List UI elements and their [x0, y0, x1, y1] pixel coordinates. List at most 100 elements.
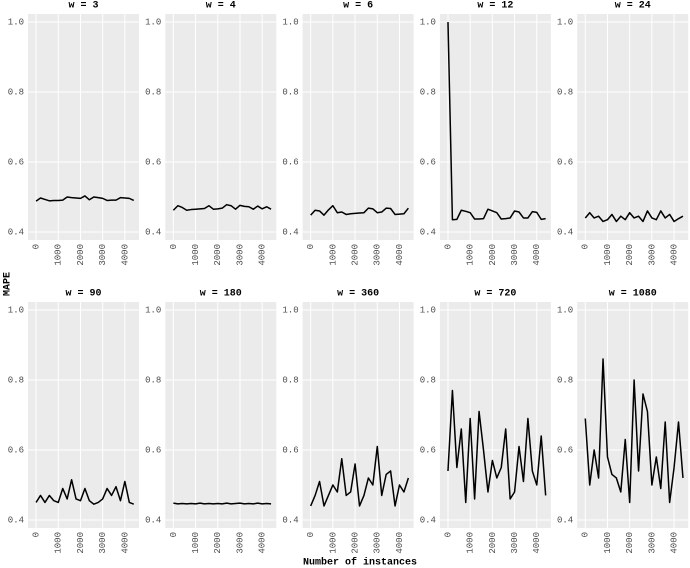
x-tick-label: 0 — [306, 244, 316, 249]
y-tick-label: 0.8 — [145, 375, 161, 385]
panel-background — [439, 14, 551, 240]
line — [173, 502, 272, 505]
x-tick-label: 0 — [169, 244, 179, 249]
x-tick-label: 2000 — [350, 532, 360, 554]
x-tick-label: 1000 — [603, 532, 613, 554]
y-tick-label: 0.6 — [145, 157, 161, 167]
y-tick-label: 0.6 — [8, 157, 24, 167]
panel-title: w = 720 — [474, 289, 516, 300]
y-tick-label: 1.0 — [420, 305, 436, 315]
x-axis-label: Number of instances — [303, 557, 417, 568]
y-tick-label: 0.6 — [420, 445, 436, 455]
x-tick-label: 2000 — [213, 532, 223, 554]
x-tick-label: 1000 — [466, 532, 476, 554]
x-tick-label: 4000 — [532, 532, 542, 554]
x-tick-label: 1000 — [603, 244, 613, 266]
x-tick-label: 4000 — [258, 244, 268, 266]
x-tick-label: 0 — [581, 244, 591, 249]
y-tick-label: 0.8 — [420, 375, 436, 385]
x-tick-label: 0 — [169, 532, 179, 537]
x-tick-label: 0 — [443, 244, 453, 249]
line — [310, 204, 409, 216]
panel-background — [302, 14, 414, 240]
x-tick-label: 2000 — [213, 244, 223, 266]
line — [584, 358, 684, 504]
x-tick-label: 1000 — [54, 244, 64, 266]
x-tick-label: 4000 — [395, 244, 405, 266]
y-tick-label: 0.4 — [420, 515, 436, 525]
y-tick-label: 0.6 — [420, 157, 436, 167]
panel-title: w = 12 — [477, 1, 513, 12]
y-tick-label: 0.8 — [8, 87, 24, 97]
y-tick-label: 0.8 — [282, 87, 298, 97]
panel-title: w = 6 — [343, 1, 373, 12]
panel-title: w = 24 — [615, 1, 651, 12]
panel-background — [577, 14, 689, 240]
x-tick-label: 0 — [306, 532, 316, 537]
y-axis-label: MAPE — [3, 272, 14, 296]
x-tick-label: 3000 — [98, 532, 108, 554]
y-tick-label: 0.8 — [145, 87, 161, 97]
x-tick-label: 4000 — [669, 244, 679, 266]
x-tick-label: 0 — [31, 532, 41, 537]
x-tick-label: 3000 — [235, 532, 245, 554]
x-tick-label: 1000 — [191, 244, 201, 266]
x-tick-label: 1000 — [54, 532, 64, 554]
y-tick-label: 0.4 — [420, 227, 436, 237]
y-tick-label: 0.8 — [420, 87, 436, 97]
y-tick-label: 0.6 — [282, 157, 298, 167]
x-tick-label: 2000 — [625, 532, 635, 554]
x-tick-label: 3000 — [647, 532, 657, 554]
y-tick-label: 0.4 — [8, 515, 24, 525]
y-tick-label: 0.4 — [145, 227, 161, 237]
y-tick-label: 1.0 — [145, 17, 161, 27]
y-tick-label: 1.0 — [282, 305, 298, 315]
line — [584, 210, 684, 223]
x-tick-label: 1000 — [191, 532, 201, 554]
y-tick-label: 1.0 — [8, 305, 24, 315]
y-tick-label: 1.0 — [557, 17, 573, 27]
panel-background — [165, 14, 277, 240]
y-tick-label: 0.4 — [282, 227, 298, 237]
panel-background — [28, 14, 139, 240]
x-tick-label: 1000 — [328, 532, 338, 554]
y-tick-label: 1.0 — [420, 17, 436, 27]
x-tick-label: 4000 — [532, 244, 542, 266]
x-tick-label: 0 — [443, 532, 453, 537]
x-tick-label: 4000 — [669, 532, 679, 554]
x-tick-label: 0 — [31, 244, 41, 249]
x-tick-label: 2000 — [350, 244, 360, 266]
panel-title: w = 180 — [200, 289, 242, 300]
line — [35, 195, 135, 202]
line — [35, 478, 135, 505]
y-tick-label: 0.8 — [557, 375, 573, 385]
y-tick-label: 1.0 — [282, 17, 298, 27]
line — [447, 389, 547, 504]
y-tick-label: 0.4 — [8, 227, 24, 237]
x-tick-label: 3000 — [373, 532, 383, 554]
y-tick-label: 1.0 — [8, 17, 24, 27]
panel-background — [439, 302, 551, 528]
x-tick-label: 2000 — [488, 532, 498, 554]
y-tick-label: 0.8 — [282, 375, 298, 385]
x-tick-label: 2000 — [625, 244, 635, 266]
y-tick-label: 0.4 — [145, 515, 161, 525]
x-tick-label: 3000 — [510, 244, 520, 266]
y-tick-label: 1.0 — [145, 305, 161, 315]
x-tick-label: 1000 — [328, 244, 338, 266]
y-tick-label: 0.4 — [557, 227, 573, 237]
line — [309, 445, 410, 507]
panel-title: w = 360 — [337, 289, 379, 300]
x-tick-label: 3000 — [235, 244, 245, 266]
y-tick-label: 0.8 — [8, 375, 24, 385]
y-tick-label: 0.6 — [8, 445, 24, 455]
x-tick-label: 1000 — [466, 244, 476, 266]
y-tick-label: 0.8 — [557, 87, 573, 97]
y-tick-label: 0.6 — [145, 445, 161, 455]
x-tick-label: 3000 — [98, 244, 108, 266]
x-tick-label: 3000 — [373, 244, 383, 266]
x-tick-label: 2000 — [488, 244, 498, 266]
x-tick-label: 4000 — [120, 532, 130, 554]
panel-title: w = 1080 — [609, 289, 657, 300]
x-tick-label: 3000 — [647, 244, 657, 266]
